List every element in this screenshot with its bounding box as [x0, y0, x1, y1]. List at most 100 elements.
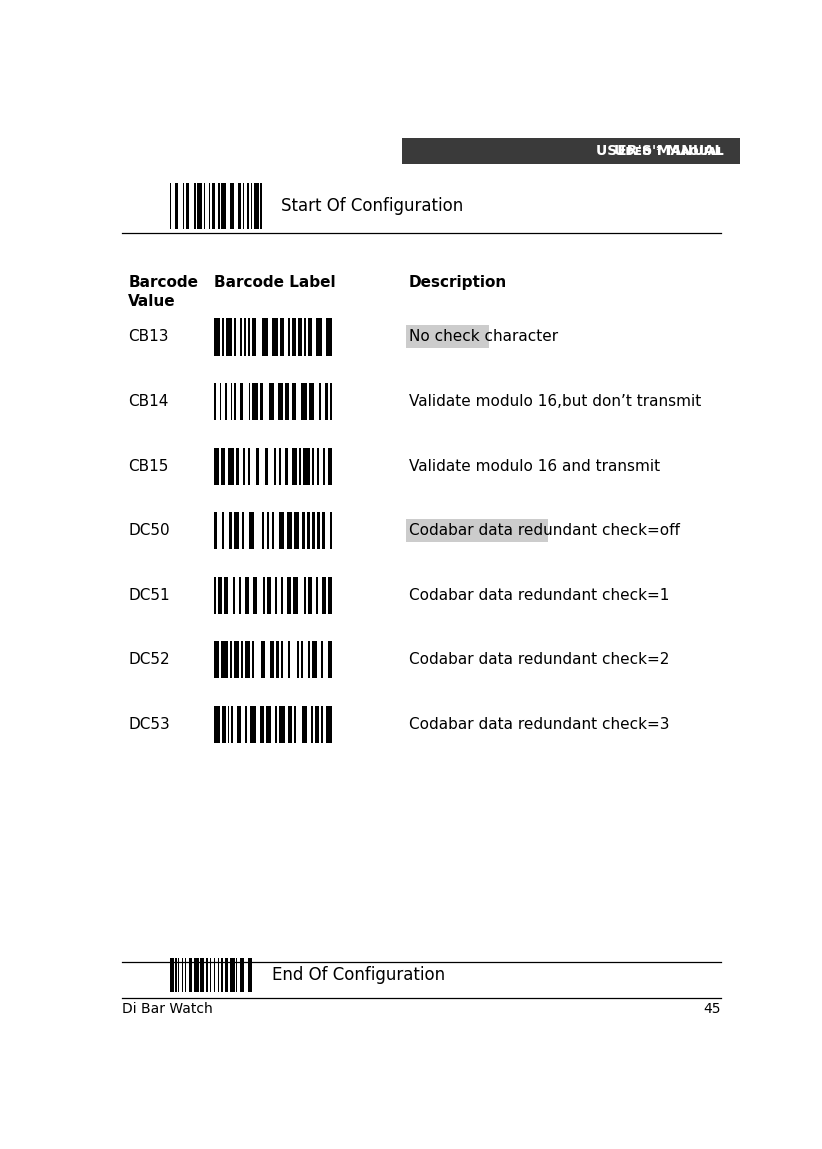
Text: DC51: DC51 — [128, 588, 170, 603]
Bar — [270, 641, 275, 678]
Bar — [266, 705, 271, 743]
Bar — [289, 705, 292, 743]
Bar — [275, 705, 277, 743]
Bar — [292, 448, 297, 485]
Bar — [303, 577, 306, 614]
Bar — [221, 183, 226, 229]
Bar — [261, 183, 262, 229]
Bar — [221, 641, 228, 678]
Bar — [234, 641, 238, 678]
Bar — [256, 448, 259, 485]
Bar — [194, 183, 196, 229]
Bar — [243, 448, 245, 485]
Bar — [219, 383, 221, 421]
Bar — [249, 383, 251, 421]
Bar — [236, 958, 238, 992]
Bar — [307, 641, 310, 678]
Bar — [312, 641, 316, 678]
Bar — [222, 512, 224, 549]
Bar — [297, 641, 298, 678]
Bar — [316, 318, 322, 355]
Bar — [287, 512, 292, 549]
Bar — [276, 641, 279, 678]
Bar — [326, 705, 332, 743]
Bar — [262, 318, 268, 355]
Bar — [288, 641, 290, 678]
Bar — [317, 512, 320, 549]
Bar — [302, 705, 307, 743]
Bar — [252, 383, 258, 421]
Bar — [263, 577, 265, 614]
Bar — [308, 318, 312, 355]
Bar — [178, 958, 179, 992]
Text: Codabar data redundant check=2: Codabar data redundant check=2 — [409, 653, 669, 668]
Bar — [245, 577, 249, 614]
Text: Di Bar Watch: Di Bar Watch — [122, 1002, 213, 1016]
Bar — [204, 183, 206, 229]
Bar — [294, 705, 296, 743]
Text: Validate modulo 16,but don’t transmit: Validate modulo 16,but don’t transmit — [409, 394, 701, 409]
Bar — [215, 641, 219, 678]
Text: Barcode
Value: Barcode Value — [128, 275, 198, 309]
Bar — [195, 958, 199, 992]
Bar — [304, 318, 306, 355]
Bar — [245, 641, 250, 678]
Bar — [225, 383, 227, 421]
Text: DC53: DC53 — [128, 717, 170, 732]
Bar — [251, 183, 252, 229]
Bar — [330, 512, 332, 549]
Bar — [238, 577, 241, 614]
Bar — [228, 448, 234, 485]
Bar — [234, 383, 236, 421]
Bar — [242, 183, 244, 229]
Bar — [308, 383, 314, 421]
Bar — [214, 958, 215, 992]
Bar — [298, 318, 302, 355]
Bar — [252, 641, 254, 678]
Bar — [175, 958, 177, 992]
Text: Barcode Label: Barcode Label — [215, 275, 336, 290]
Bar — [269, 383, 274, 421]
Bar — [330, 383, 332, 421]
Bar — [240, 958, 244, 992]
Bar — [267, 577, 271, 614]
Bar — [321, 705, 322, 743]
Bar — [307, 512, 310, 549]
Bar — [321, 641, 323, 678]
Bar — [301, 641, 303, 678]
Bar — [240, 318, 242, 355]
Text: Uᴅᴇᴏ'ˢ Mᴀᴏᴜᴀʟ: Uᴅᴇᴏ'ˢ Mᴀᴏᴜᴀʟ — [614, 144, 724, 159]
Bar — [302, 383, 307, 421]
Bar — [328, 448, 332, 485]
Bar — [225, 958, 228, 992]
Text: 45: 45 — [703, 1002, 721, 1016]
Bar — [289, 318, 290, 355]
Text: Codabar data redundant check=off: Codabar data redundant check=off — [409, 523, 680, 538]
Bar — [320, 383, 321, 421]
Bar — [206, 958, 208, 992]
Text: Start Of Configuration: Start Of Configuration — [281, 196, 464, 215]
Bar — [228, 705, 229, 743]
Bar — [215, 448, 219, 485]
Bar — [215, 318, 220, 355]
Bar — [247, 448, 250, 485]
Bar — [234, 512, 239, 549]
Bar — [231, 705, 233, 743]
Bar — [402, 138, 740, 164]
Bar — [292, 383, 296, 421]
Bar — [272, 512, 275, 549]
Bar — [322, 577, 326, 614]
Bar — [244, 318, 247, 355]
Bar — [285, 383, 289, 421]
Bar — [210, 958, 211, 992]
Bar — [248, 318, 250, 355]
Bar — [278, 383, 283, 421]
Bar — [241, 641, 243, 678]
Bar — [316, 577, 318, 614]
Bar — [197, 183, 202, 229]
Text: Codabar data redundant check=1: Codabar data redundant check=1 — [409, 588, 669, 603]
Bar — [307, 577, 312, 614]
Bar — [281, 641, 283, 678]
Bar — [169, 958, 173, 992]
Text: End Of Configuration: End Of Configuration — [271, 966, 445, 984]
